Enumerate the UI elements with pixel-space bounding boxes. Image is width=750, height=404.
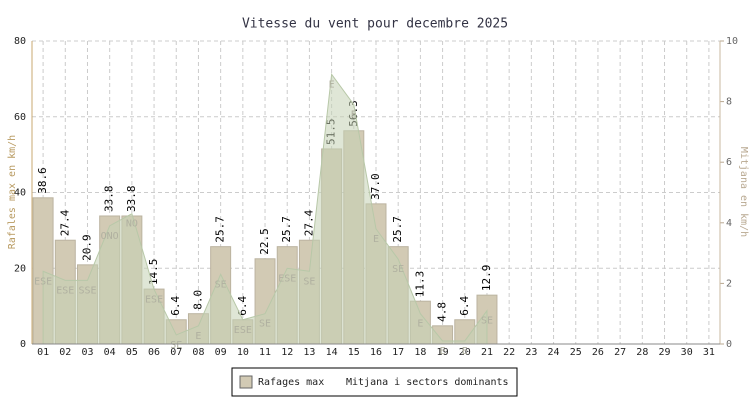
chart-title: Vitesse du vent pour decembre 2025 [242, 17, 508, 32]
x-tick-label: 25 [570, 347, 582, 358]
legend-label: Rafages max [258, 377, 324, 388]
x-tick-label: 03 [81, 347, 93, 358]
x-tick-label: 09 [215, 347, 227, 358]
x-tick-label: 28 [636, 347, 648, 358]
legend-label: Mitjana i sectors dominants [346, 377, 509, 388]
direction-label: SSE [78, 285, 96, 296]
x-tick-label: 02 [59, 347, 71, 358]
direction-label: ESE [56, 285, 74, 296]
y-tick-label: 20 [14, 263, 26, 274]
y2-tick-label: 8 [726, 97, 732, 108]
x-tick-label: 13 [303, 347, 315, 358]
value-label: 22.5 [258, 228, 271, 255]
direction-label: ESE [145, 294, 163, 305]
direction-label: NO [126, 219, 138, 230]
value-label: 37.0 [369, 173, 382, 200]
x-tick-label: 31 [703, 347, 715, 358]
x-tick-label: 26 [592, 347, 604, 358]
value-label: 20.9 [80, 234, 93, 261]
y-tick-label: 0 [20, 339, 26, 350]
x-tick-label: 14 [326, 347, 338, 358]
direction-label: E [417, 319, 423, 330]
value-label: 12.9 [480, 265, 493, 292]
value-label: 25.7 [391, 216, 404, 243]
y-tick-label: 40 [14, 188, 26, 199]
value-label: 4.8 [436, 302, 449, 322]
direction-label: SE [259, 319, 271, 330]
y2-tick-label: 10 [726, 36, 738, 47]
x-tick-label: 08 [192, 347, 204, 358]
value-label: 25.7 [214, 216, 227, 243]
x-tick-label: 12 [281, 347, 293, 358]
value-label: 8.0 [191, 290, 204, 310]
x-tick-label: 06 [148, 347, 160, 358]
x-tick-label: 07 [170, 347, 182, 358]
y2-tick-label: 0 [726, 339, 732, 350]
direction-label: SE [215, 279, 227, 290]
direction-label: ESE [34, 276, 52, 287]
x-tick-label: 20 [459, 347, 471, 358]
value-label: 6.4 [169, 296, 182, 316]
direction-label: SE [481, 316, 493, 327]
value-label: 27.4 [302, 209, 315, 236]
x-tick-label: 27 [614, 347, 626, 358]
x-tick-label: 16 [370, 347, 382, 358]
x-tick-label: 21 [481, 347, 493, 358]
direction-label: E [373, 234, 379, 245]
direction-label: E [195, 331, 201, 342]
y-tick-label: 60 [14, 112, 26, 123]
value-label: 6.4 [458, 296, 471, 316]
direction-label: E [462, 346, 468, 357]
direction-label: ONO [101, 231, 119, 242]
x-tick-label: 22 [503, 347, 515, 358]
x-tick-label: 10 [237, 347, 249, 358]
x-tick-label: 29 [658, 347, 670, 358]
x-tick-label: 15 [348, 347, 360, 358]
x-tick-label: 19 [437, 347, 449, 358]
x-tick-label: 24 [548, 347, 560, 358]
direction-label: SE [303, 276, 315, 287]
y-tick-label: 80 [14, 36, 26, 47]
value-label: 33.8 [103, 185, 116, 212]
value-label: 27.4 [58, 209, 71, 236]
direction-label: E [351, 110, 357, 121]
direction-label: ESE [278, 273, 296, 284]
x-tick-label: 23 [525, 347, 537, 358]
y2-tick-label: 6 [726, 157, 732, 168]
direction-label: SE [170, 340, 182, 351]
direction-label: E [440, 346, 446, 357]
direction-label: SE [392, 264, 404, 275]
x-tick-label: 18 [414, 347, 426, 358]
x-tick-label: 30 [681, 347, 693, 358]
direction-label: E [329, 79, 335, 90]
x-tick-label: 01 [37, 347, 49, 358]
value-label: 38.6 [36, 167, 49, 194]
x-tick-label: 11 [259, 347, 271, 358]
legend-box [231, 367, 518, 397]
x-tick-label: 04 [104, 347, 116, 358]
x-tick-label: 17 [392, 347, 404, 358]
y-axis-title: Rafales max en km/h [7, 135, 18, 249]
value-label: 6.4 [236, 296, 249, 316]
value-label: 33.8 [125, 185, 138, 212]
value-label: 11.3 [413, 271, 426, 298]
direction-label: ESE [234, 325, 252, 336]
x-tick-label: 05 [126, 347, 138, 358]
value-label: 25.7 [280, 216, 293, 243]
y2-tick-label: 4 [726, 218, 732, 229]
y2-tick-label: 2 [726, 278, 732, 289]
y2-axis-title: Mitjana en km/h [738, 147, 749, 237]
area [42, 73, 488, 345]
legend-swatch [239, 375, 253, 389]
